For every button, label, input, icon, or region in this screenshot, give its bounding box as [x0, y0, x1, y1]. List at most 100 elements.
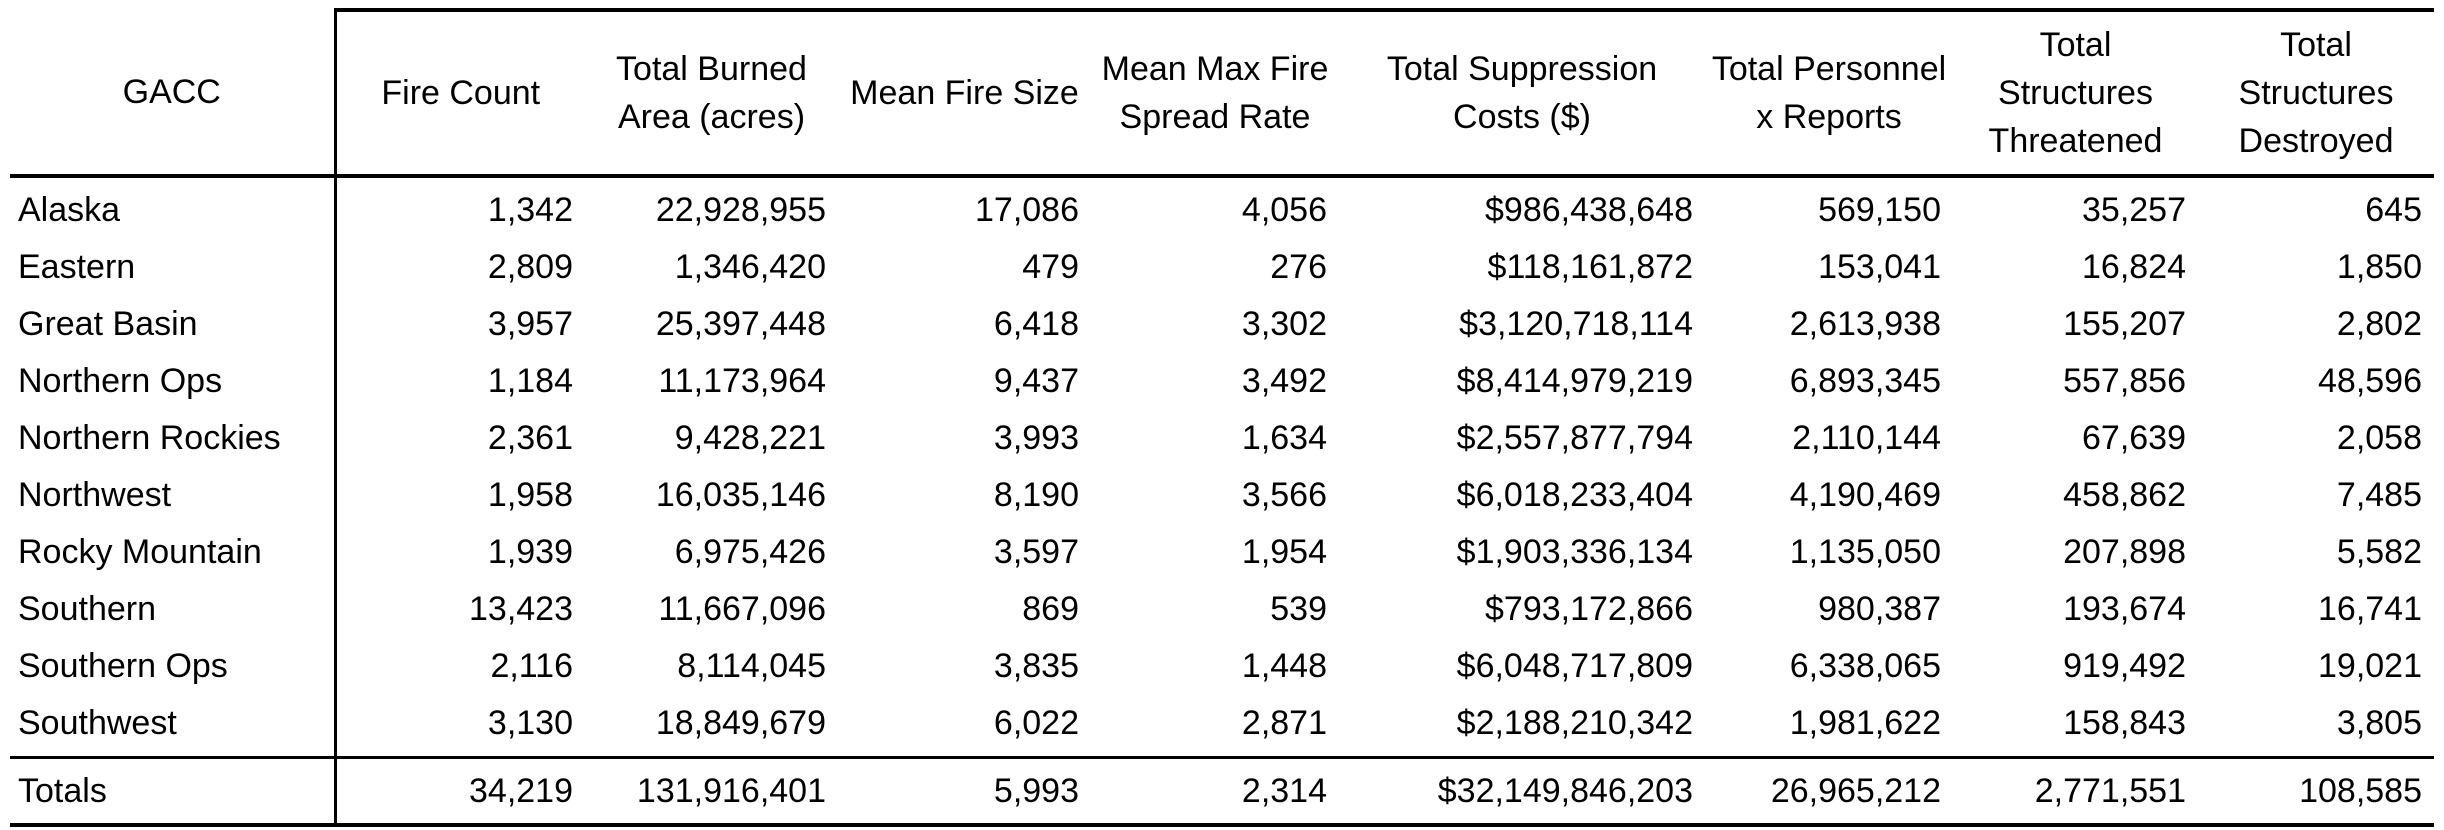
cell-total-burned-area: 11,173,964 [658, 362, 826, 400]
cell-gacc: Northern Ops [10, 353, 337, 410]
cell-suppression-costs: $2,557,877,794 [1456, 419, 1693, 457]
cell-mean-fire-size: 6,022 [993, 704, 1079, 742]
cell-structures-destroyed: 16,741 [2318, 590, 2422, 628]
total-mean-fire-size: 5,993 [838, 756, 1091, 827]
header-total-burned-area: Total Burned Area (acres) [585, 8, 838, 178]
gacc-fire-summary-table-container: GACC Fire Count Total Burned Area (acres… [10, 8, 2434, 827]
cell-structures-destroyed: 2,802 [2336, 305, 2422, 343]
header-total-structures-destroyed: Total Structures Destroyed [2198, 8, 2434, 178]
header-mean-max-fire-spread-rate: Mean Max Fire Spread Rate [1091, 8, 1339, 178]
table-row: Northern Ops 1,184 11,173,964 9,437 3,49… [10, 353, 2434, 410]
cell-suppression-costs: $8,414,979,219 [1456, 362, 1693, 400]
cell-structures-destroyed: 2,058 [2336, 419, 2422, 457]
totals-label: Totals [10, 756, 337, 827]
cell-mean-fire-size: 17,086 [975, 191, 1079, 229]
cell-structures-threatened: 458,862 [2063, 476, 2186, 514]
cell-total-burned-area: 11,667,096 [658, 590, 826, 628]
cell-mean-max-spread-rate: 3,566 [1241, 476, 1327, 514]
cell-personnel-reports: 1,981,622 [1789, 704, 1941, 742]
total-structures-destroyed: 108,585 [2198, 756, 2434, 827]
cell-mean-max-spread-rate: 1,954 [1241, 533, 1327, 571]
cell-structures-destroyed: 1,850 [2336, 248, 2422, 286]
total-suppression-costs: $32,149,846,203 [1339, 756, 1705, 827]
table-header: GACC Fire Count Total Burned Area (acres… [10, 8, 2434, 178]
cell-total-burned-area: 16,035,146 [655, 476, 826, 514]
header-row: GACC Fire Count Total Burned Area (acres… [10, 8, 2434, 178]
cell-fire-count: 1,342 [487, 191, 573, 229]
cell-personnel-reports: 6,893,345 [1789, 362, 1941, 400]
total-structures-threatened: 2,771,551 [1953, 756, 2198, 827]
cell-structures-threatened: 16,824 [2082, 248, 2186, 286]
cell-suppression-costs: $118,161,872 [1487, 248, 1693, 286]
table-footer: Totals 34,219 131,916,401 5,993 2,314 $3… [10, 756, 2434, 827]
table-body: Alaska 1,342 22,928,955 17,086 4,056 $98… [10, 176, 2434, 758]
header-mean-fire-size: Mean Fire Size [838, 8, 1091, 178]
cell-structures-destroyed: 645 [2365, 191, 2422, 229]
cell-mean-fire-size: 3,993 [993, 419, 1079, 457]
cell-suppression-costs: $6,048,717,809 [1456, 647, 1693, 685]
cell-mean-max-spread-rate: 539 [1270, 590, 1327, 628]
table-row: Eastern 2,809 1,346,420 479 276 $118,161… [10, 239, 2434, 296]
cell-gacc: Southern Ops [10, 638, 337, 695]
cell-personnel-reports: 6,338,065 [1789, 647, 1941, 685]
cell-suppression-costs: $2,188,210,342 [1456, 704, 1693, 742]
cell-fire-count: 2,361 [487, 419, 573, 457]
cell-structures-threatened: 158,843 [2063, 704, 2186, 742]
cell-mean-max-spread-rate: 4,056 [1241, 191, 1327, 229]
total-personnel-reports: 26,965,212 [1705, 756, 1953, 827]
cell-gacc: Eastern [10, 239, 337, 296]
cell-structures-threatened: 155,207 [2063, 305, 2186, 343]
total-mean-max-spread-rate: 2,314 [1091, 756, 1339, 827]
cell-personnel-reports: 2,613,938 [1789, 305, 1941, 343]
table-row: Alaska 1,342 22,928,955 17,086 4,056 $98… [10, 176, 2434, 239]
cell-suppression-costs: $1,903,336,134 [1456, 533, 1693, 571]
cell-mean-fire-size: 9,437 [993, 362, 1079, 400]
header-total-personnel-reports: Total Personnel x Reports [1705, 8, 1953, 178]
cell-structures-threatened: 35,257 [2082, 191, 2186, 229]
cell-mean-fire-size: 3,835 [993, 647, 1079, 685]
table-row: Northern Rockies 2,361 9,428,221 3,993 1… [10, 410, 2434, 467]
cell-suppression-costs: $3,120,718,114 [1459, 305, 1693, 343]
total-burned-area: 131,916,401 [585, 756, 838, 827]
cell-total-burned-area: 18,849,679 [655, 704, 826, 742]
cell-structures-destroyed: 19,021 [2318, 647, 2422, 685]
cell-gacc: Great Basin [10, 296, 337, 353]
cell-structures-threatened: 557,856 [2063, 362, 2186, 400]
cell-gacc: Northern Rockies [10, 410, 337, 467]
cell-mean-fire-size: 6,418 [993, 305, 1079, 343]
header-total-structures-threatened: Total Structures Threatened [1953, 8, 2198, 178]
cell-gacc: Southwest [10, 695, 337, 758]
cell-gacc: Southern [10, 581, 337, 638]
cell-gacc: Northwest [10, 467, 337, 524]
cell-fire-count: 1,939 [487, 533, 573, 571]
cell-structures-threatened: 67,639 [2082, 419, 2186, 457]
table-row: Southwest 3,130 18,849,679 6,022 2,871 $… [10, 695, 2434, 758]
cell-structures-threatened: 207,898 [2063, 533, 2186, 571]
cell-structures-destroyed: 3,805 [2336, 704, 2422, 742]
cell-fire-count: 3,957 [487, 305, 573, 343]
header-fire-count: Fire Count [335, 8, 585, 178]
cell-personnel-reports: 2,110,144 [1792, 419, 1941, 457]
cell-suppression-costs: $986,438,648 [1485, 191, 1693, 229]
cell-total-burned-area: 25,397,448 [655, 305, 826, 343]
total-fire-count: 34,219 [335, 756, 585, 827]
table-row: Northwest 1,958 16,035,146 8,190 3,566 $… [10, 467, 2434, 524]
cell-total-burned-area: 6,975,426 [674, 533, 826, 571]
cell-mean-max-spread-rate: 2,871 [1241, 704, 1327, 742]
cell-mean-fire-size: 8,190 [993, 476, 1079, 514]
cell-fire-count: 1,184 [487, 362, 573, 400]
cell-mean-max-spread-rate: 3,302 [1241, 305, 1327, 343]
table-row: Southern 13,423 11,667,096 869 539 $793,… [10, 581, 2434, 638]
cell-mean-fire-size: 479 [1022, 248, 1079, 286]
totals-row: Totals 34,219 131,916,401 5,993 2,314 $3… [10, 756, 2434, 827]
gacc-fire-summary-table: GACC Fire Count Total Burned Area (acres… [10, 8, 2434, 827]
cell-personnel-reports: 4,190,469 [1789, 476, 1941, 514]
cell-fire-count: 2,809 [487, 248, 573, 286]
cell-mean-fire-size: 869 [1022, 590, 1079, 628]
cell-fire-count: 3,130 [487, 704, 573, 742]
cell-suppression-costs: $793,172,866 [1485, 590, 1693, 628]
table-row: Southern Ops 2,116 8,114,045 3,835 1,448… [10, 638, 2434, 695]
cell-mean-fire-size: 3,597 [993, 533, 1079, 571]
cell-personnel-reports: 980,387 [1818, 590, 1941, 628]
cell-mean-max-spread-rate: 1,634 [1241, 419, 1327, 457]
